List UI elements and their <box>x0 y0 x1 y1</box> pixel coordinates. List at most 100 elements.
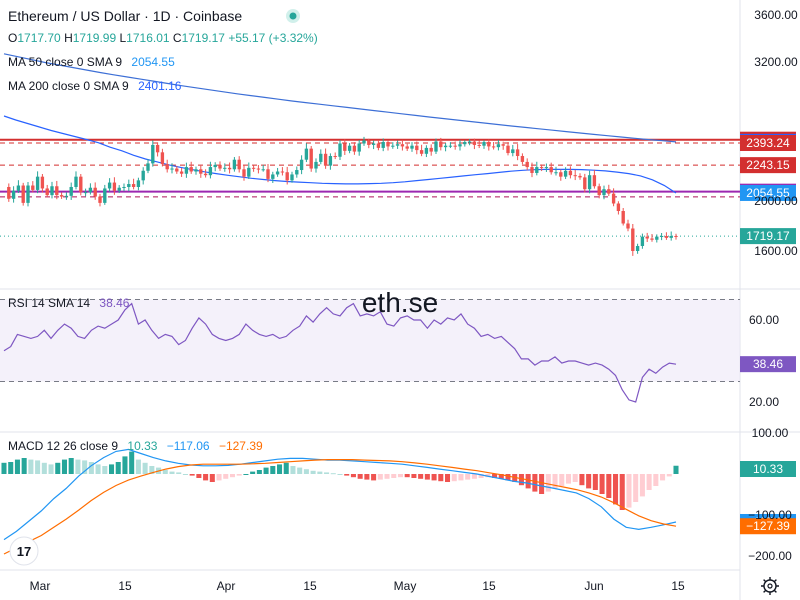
macd-histogram-bar[interactable] <box>478 474 484 478</box>
candle[interactable] <box>439 141 443 148</box>
candle[interactable] <box>227 167 232 170</box>
candle[interactable] <box>285 172 289 181</box>
macd-histogram-bar[interactable] <box>88 462 94 474</box>
macd-histogram-bar[interactable] <box>606 474 612 498</box>
macd-histogram-bar[interactable] <box>102 466 108 474</box>
macd-histogram-bar[interactable] <box>653 474 659 486</box>
macd-legend[interactable]: MACD 12 26 close 9 10.33 −117.06 −127.39 <box>8 439 263 453</box>
candle[interactable] <box>79 176 83 193</box>
candle[interactable] <box>223 167 227 169</box>
candle[interactable] <box>371 143 376 145</box>
macd-histogram-bar[interactable] <box>525 474 531 489</box>
macd-histogram-bar[interactable] <box>424 474 430 480</box>
candle[interactable] <box>544 167 549 169</box>
candle[interactable] <box>155 144 160 153</box>
candle[interactable] <box>391 145 395 147</box>
candle[interactable] <box>453 145 457 147</box>
macd-histogram-bar[interactable] <box>660 474 666 481</box>
candle[interactable] <box>631 228 635 252</box>
macd-histogram-bar[interactable] <box>377 474 383 480</box>
macd-histogram-bar[interactable] <box>518 474 524 486</box>
candle[interactable] <box>319 153 323 162</box>
candle[interactable] <box>367 140 371 145</box>
candle[interactable] <box>602 189 606 196</box>
macd-histogram-bar[interactable] <box>21 458 27 474</box>
macd-histogram-bar[interactable] <box>142 462 148 474</box>
macd-histogram-bar[interactable] <box>364 474 370 480</box>
macd-histogram-bar[interactable] <box>411 474 417 478</box>
candle[interactable] <box>232 159 237 170</box>
chart-title[interactable]: Ethereum / US Dollar · 1D · Coinbase <box>8 8 242 24</box>
candle[interactable] <box>35 176 40 190</box>
candle[interactable] <box>563 170 568 177</box>
macd-histogram-bar[interactable] <box>297 467 303 474</box>
candle[interactable] <box>141 170 145 181</box>
candle[interactable] <box>343 143 347 151</box>
macd-histogram-bar[interactable] <box>68 458 74 474</box>
candle[interactable] <box>376 143 381 148</box>
candle[interactable] <box>659 236 664 237</box>
candle[interactable] <box>290 174 294 181</box>
macd-histogram-bar[interactable] <box>458 474 464 481</box>
candle[interactable] <box>487 142 491 147</box>
candle[interactable] <box>621 211 625 224</box>
candle[interactable] <box>477 144 481 146</box>
candle[interactable] <box>64 195 69 197</box>
gear-icon[interactable] <box>761 577 779 595</box>
macd-histogram-bar[interactable] <box>465 474 471 480</box>
macd-histogram-bar[interactable] <box>586 474 592 489</box>
candle[interactable] <box>448 145 453 147</box>
candle[interactable] <box>482 142 486 146</box>
macd-histogram-bar[interactable] <box>169 471 175 474</box>
ma200-legend[interactable]: MA 200 close 0 SMA 9 2401.16 <box>8 79 182 93</box>
macd-histogram-bar[interactable] <box>35 460 41 474</box>
macd-histogram-bar[interactable] <box>438 474 444 482</box>
candle[interactable] <box>98 196 102 203</box>
candle[interactable] <box>592 175 597 187</box>
macd-histogram-bar[interactable] <box>61 459 67 474</box>
candle[interactable] <box>333 156 337 158</box>
candle[interactable] <box>93 187 97 197</box>
candle[interactable] <box>122 186 126 188</box>
macd-histogram-bar[interactable] <box>209 474 215 482</box>
macd-histogram-bar[interactable] <box>539 474 545 494</box>
rsi-line[interactable] <box>3 302 677 403</box>
macd-histogram-bar[interactable] <box>256 470 262 474</box>
macd-histogram-bar[interactable] <box>666 474 672 477</box>
candle[interactable] <box>179 171 184 174</box>
price-pane[interactable] <box>0 53 740 256</box>
candle[interactable] <box>554 172 558 174</box>
macd-histogram-bar[interactable] <box>646 474 652 490</box>
candle[interactable] <box>559 172 563 177</box>
candle[interactable] <box>50 186 54 196</box>
macd-histogram-bar[interactable] <box>28 459 34 474</box>
candle[interactable] <box>88 187 93 193</box>
candle[interactable] <box>674 236 678 237</box>
candle[interactable] <box>597 186 601 196</box>
rsi-legend[interactable]: RSI 14 SMA 14 38.46 <box>8 296 130 310</box>
candle[interactable] <box>165 164 169 170</box>
candle[interactable] <box>568 170 573 176</box>
candle[interactable] <box>616 203 621 212</box>
ma200-line[interactable] <box>3 53 677 143</box>
candle[interactable] <box>184 167 189 174</box>
macd-histogram-bar[interactable] <box>149 466 155 474</box>
candle[interactable] <box>218 164 222 169</box>
candle[interactable] <box>645 236 649 239</box>
candle[interactable] <box>496 144 501 148</box>
macd-histogram-bar[interactable] <box>404 474 410 478</box>
candle[interactable] <box>127 184 131 187</box>
macd-histogram-bar[interactable] <box>135 459 141 474</box>
candle[interactable] <box>352 145 357 152</box>
macd-histogram-bar[interactable] <box>545 474 551 492</box>
macd-histogram-bar[interactable] <box>492 474 498 478</box>
macd-histogram-bar[interactable] <box>619 474 625 510</box>
candle[interactable] <box>55 186 59 196</box>
candle[interactable] <box>338 143 342 157</box>
candle[interactable] <box>458 144 462 147</box>
macd-histogram-bar[interactable] <box>532 474 538 492</box>
signal-line[interactable] <box>3 459 677 555</box>
ma50-line[interactable] <box>3 115 677 194</box>
candle[interactable] <box>175 168 179 172</box>
candle[interactable] <box>203 173 208 176</box>
